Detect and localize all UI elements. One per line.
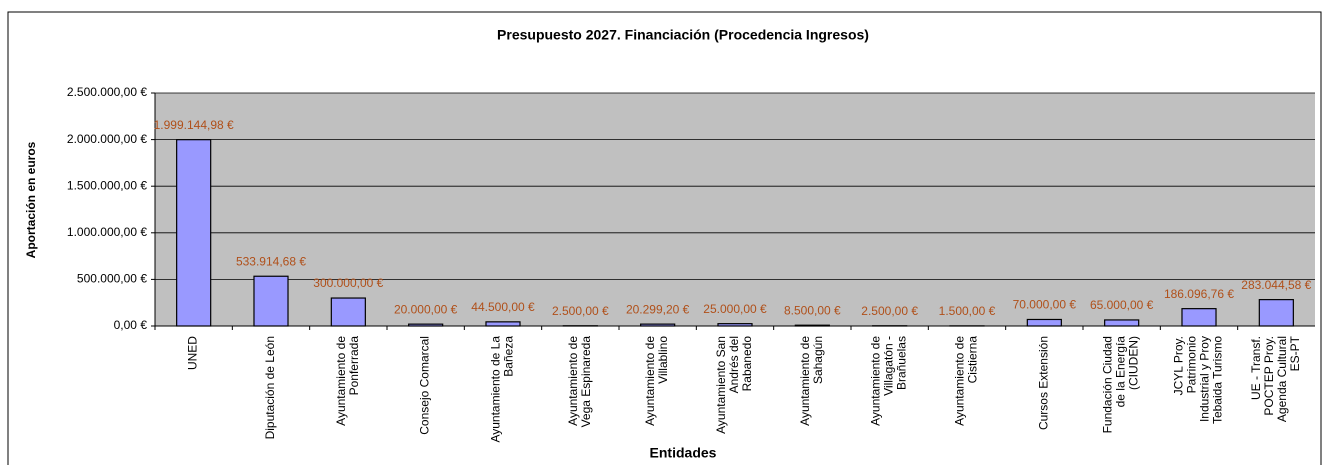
y-tick-label: 1.500.000,00 € [67,178,147,192]
value-label: 283.044,58 € [1241,278,1311,292]
x-tick-label: Ayuntamiento deCistierna [953,336,980,426]
bar [485,321,521,327]
value-label: 2.500,00 € [861,304,918,318]
value-label: 533.914,68 € [236,254,306,268]
x-tick-label: Consejo Comarcal [418,336,432,435]
x-tick-label: Ayuntamiento deVillagatón -Brañuelas [869,336,909,426]
y-tick-label: 1.000.000,00 € [67,225,147,239]
x-tick-label: UNED [186,336,200,370]
bar [176,139,212,327]
bar [794,324,830,327]
bar [717,323,753,327]
x-tick-label: UE - Transf.POCTEP Proy.Agenda CulturalE… [1249,335,1302,422]
bar [330,297,366,327]
x-tick-label: Fundación Ciudadde la Energía(CIUDEN) [1101,336,1141,434]
bar [1258,299,1294,327]
value-label: 70.000,00 € [1013,298,1077,312]
y-tick-label: 500.000,00 € [77,272,147,286]
bar [408,323,444,327]
x-axis-label: Entidades [650,445,717,461]
x-tick-label: Ayuntamiento deVillablino [643,336,670,426]
y-tick-label: 2.500.000,00 € [67,85,147,99]
y-axis-label: Aportación en euros [24,141,38,258]
value-label: 1.999.144,98 € [154,118,234,132]
x-tick-label: Cursos Extensión [1037,336,1051,430]
plot-area [155,93,1315,326]
value-label: 1.500,00 € [939,304,996,318]
bar [1026,318,1062,327]
x-tick-label: Diputación de León [263,336,277,439]
value-label: 20.000,00 € [394,302,458,316]
y-tick-label: 2.000.000,00 € [67,132,147,146]
value-label: 20.299,20 € [626,302,690,316]
x-tick-label: Ayuntamiento SanAndrés delRabanedo [714,336,754,434]
y-tick-label: 0,00 € [114,318,148,332]
x-tick-label: JCYL Proy.PatrimonioIndustrial y ProyTeb… [1172,336,1225,424]
x-tick-label: Ayuntamiento deSahagún [798,336,825,426]
bar [1181,308,1217,327]
x-tick-label: Ayuntamiento deVega Espinareda [566,336,593,428]
value-label: 2.500,00 € [552,304,609,318]
value-label: 65.000,00 € [1090,298,1154,312]
chart-title: Presupuesto 2027. Financiación (Proceden… [497,27,869,43]
value-label: 300.000,00 € [313,276,383,290]
value-label: 8.500,00 € [784,303,841,317]
x-tick-label: Ayuntamiento de LaBañeza [489,336,516,443]
value-label: 25.000,00 € [703,302,767,316]
value-label: 44.500,00 € [471,300,535,314]
bar [640,323,676,327]
value-label: 186.096,76 € [1164,287,1234,301]
bar [1104,319,1140,327]
x-tick-label: Ayuntamiento dePonferrada [334,336,361,426]
bar [253,275,289,327]
